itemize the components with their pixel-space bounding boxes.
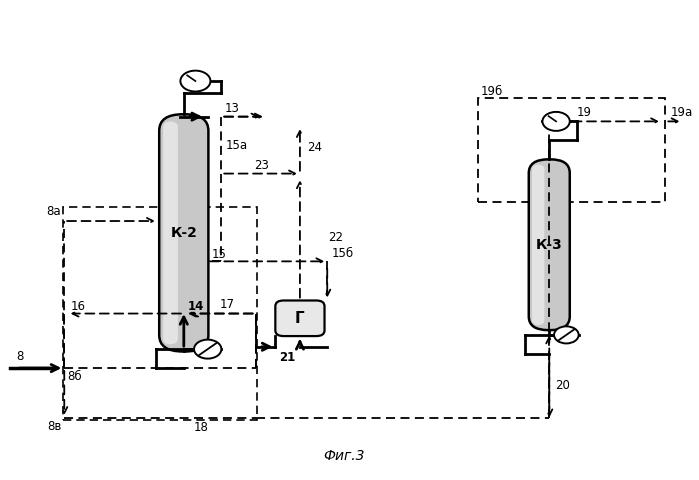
Circle shape	[542, 112, 570, 131]
FancyBboxPatch shape	[528, 159, 570, 330]
Text: 15б: 15б	[331, 247, 354, 260]
Text: 14: 14	[187, 300, 203, 313]
Circle shape	[554, 326, 579, 343]
Text: 19а: 19а	[671, 107, 693, 120]
Text: 21: 21	[279, 351, 295, 364]
Text: 18: 18	[194, 421, 209, 434]
Text: Фиг.3: Фиг.3	[324, 449, 365, 463]
Text: 22: 22	[329, 230, 344, 243]
Text: 17: 17	[219, 299, 235, 312]
Bar	[63, 207, 257, 420]
Text: 8в: 8в	[47, 420, 62, 433]
Text: 13: 13	[225, 102, 240, 115]
Text: 16: 16	[71, 300, 86, 313]
Text: 20: 20	[555, 379, 570, 392]
Text: Г: Г	[295, 311, 305, 326]
Text: 24: 24	[307, 141, 322, 154]
FancyBboxPatch shape	[532, 165, 545, 325]
Text: К-2: К-2	[171, 226, 197, 240]
Text: 19б: 19б	[481, 85, 503, 98]
Text: 15а: 15а	[226, 139, 247, 152]
FancyBboxPatch shape	[163, 121, 178, 344]
FancyBboxPatch shape	[159, 114, 208, 351]
FancyBboxPatch shape	[275, 300, 324, 336]
Text: 19: 19	[577, 107, 591, 120]
Text: 23: 23	[254, 158, 268, 171]
Text: К-3: К-3	[536, 238, 563, 252]
Circle shape	[194, 340, 222, 359]
Bar	[477, 97, 665, 202]
Text: 8а: 8а	[46, 205, 61, 218]
Text: 8: 8	[17, 350, 24, 363]
Text: 8б: 8б	[68, 370, 82, 383]
Circle shape	[180, 71, 210, 92]
Text: 15: 15	[212, 248, 226, 261]
